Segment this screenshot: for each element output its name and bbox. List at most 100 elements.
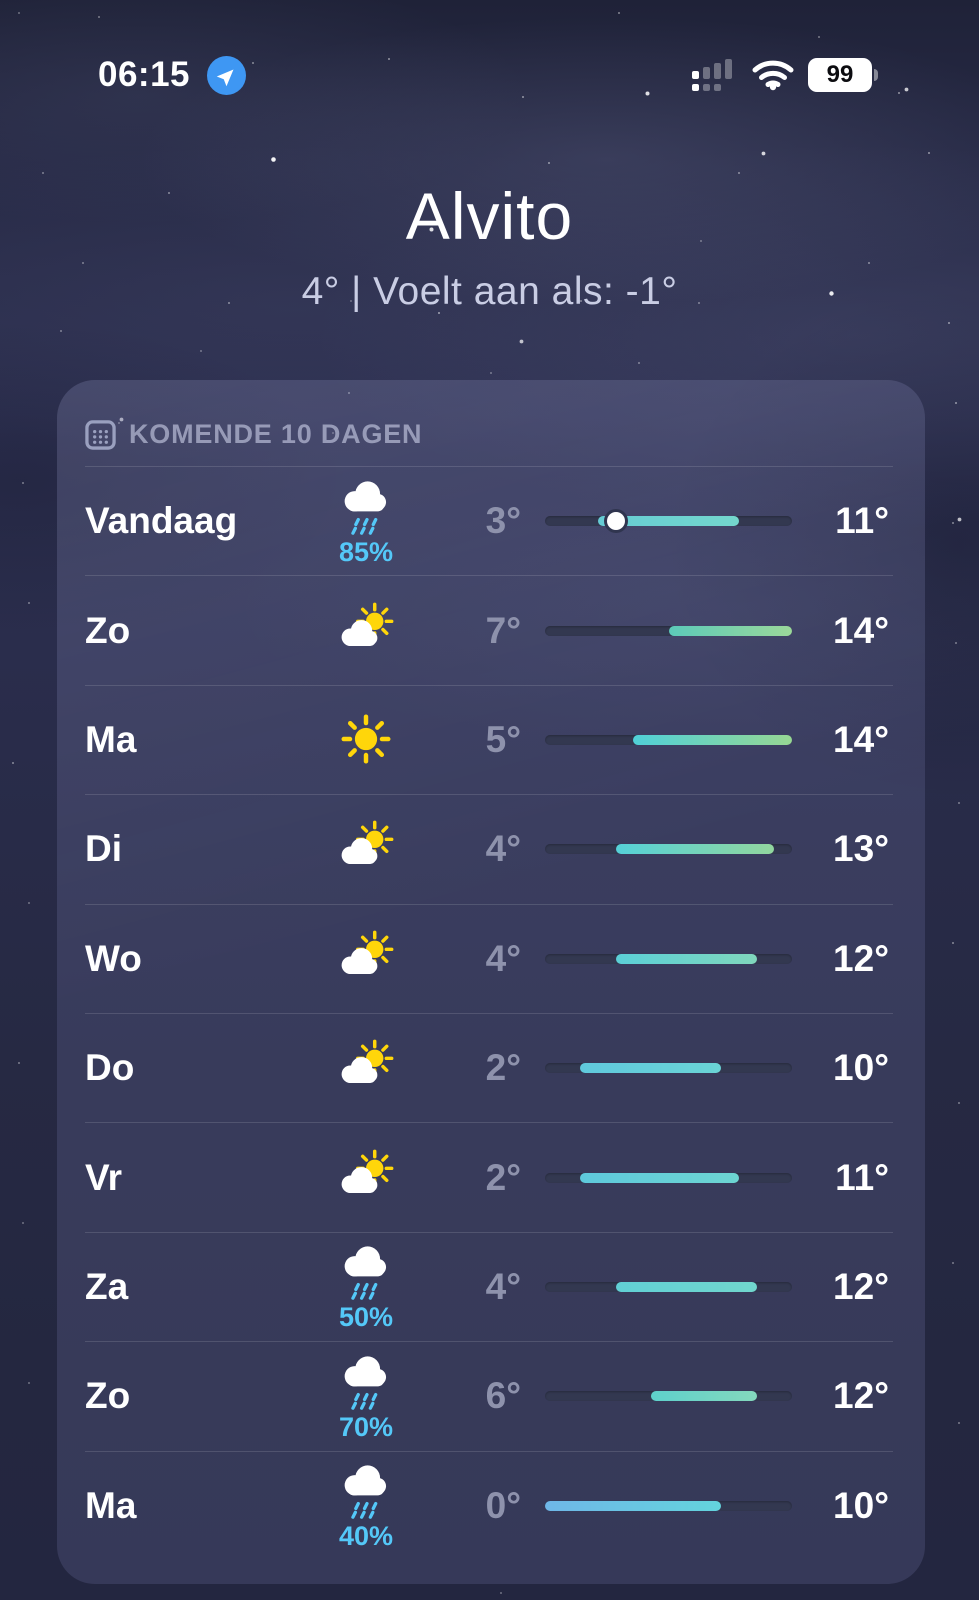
high-temp: 11° xyxy=(835,500,889,542)
temp-range-bar xyxy=(545,953,792,964)
temp-range-bar xyxy=(545,512,792,531)
forecast-row[interactable]: Di 4° 13° xyxy=(85,794,893,903)
sun-behind-cloud-icon xyxy=(341,930,394,974)
day-label: Ma xyxy=(85,1484,137,1526)
high-temp: 11° xyxy=(835,1156,889,1198)
precip-chance: 40% xyxy=(338,1521,394,1552)
high-temp: 12° xyxy=(833,1265,889,1307)
current-conditions-summary: 4° | Voelt aan als: -1° xyxy=(301,270,678,313)
temp-range-bar xyxy=(545,1391,792,1402)
forecast-rows: Vandaag 85% 3° 11° Zo 7° 14° Ma 5° 14° Di 4° 13°… xyxy=(57,466,925,1560)
temp-range-fill xyxy=(597,516,740,527)
sun-behind-cloud-icon xyxy=(341,1039,394,1084)
low-temp: 2° xyxy=(485,1047,521,1089)
cellular-signal-icon xyxy=(692,58,738,92)
high-temp: 13° xyxy=(833,828,889,870)
high-temp: 10° xyxy=(833,1484,889,1526)
temp-range-fill xyxy=(615,844,775,855)
condition-cell xyxy=(301,1037,431,1099)
day-label: Za xyxy=(85,1265,129,1307)
day-label: Di xyxy=(85,828,122,870)
forecast-row[interactable]: Vandaag 85% 3° 11° xyxy=(85,466,893,575)
sun-behind-cloud-icon xyxy=(341,820,394,865)
condition-cell xyxy=(301,818,431,880)
condition-cell: 40% xyxy=(301,1461,431,1550)
high-temp: 14° xyxy=(833,609,889,651)
low-temp: 3° xyxy=(485,500,521,542)
rain-cloud-icon xyxy=(344,1246,387,1301)
forecast-row[interactable]: Ma 5° 14° xyxy=(85,684,893,794)
rain-cloud-icon xyxy=(344,1465,387,1520)
temp-range-bar xyxy=(545,625,792,636)
condition-cell xyxy=(301,600,431,662)
temp-range-bar xyxy=(545,734,792,745)
temp-range-fill xyxy=(615,953,757,964)
current-temp-dot xyxy=(606,512,625,531)
high-temp: 10° xyxy=(833,1047,889,1089)
high-temp: 14° xyxy=(833,718,889,760)
temp-range-bar xyxy=(545,1172,792,1183)
low-temp: 6° xyxy=(485,1375,521,1417)
precip-chance: 70% xyxy=(338,1411,394,1442)
low-temp: 7° xyxy=(485,609,521,651)
day-label: Ma xyxy=(85,718,137,760)
forecast-row[interactable]: Zo 70% 6° 12° xyxy=(85,1341,893,1450)
condition-cell xyxy=(301,1147,431,1209)
forecast-row[interactable]: Wo 4° 12° xyxy=(85,903,893,1013)
day-label: Zo xyxy=(85,609,131,651)
ten-day-forecast-card: KOMENDE 10 DAGEN Vandaag 85% 3° 11° Zo 7° 14… xyxy=(57,380,925,1584)
status-bar: 06:15 99 xyxy=(0,0,979,110)
wifi-icon xyxy=(751,59,795,91)
forecast-row[interactable]: Vr 2° 11° xyxy=(85,1122,893,1231)
low-temp: 2° xyxy=(485,1156,521,1198)
temp-range-bar xyxy=(545,1281,792,1292)
temp-range-bar xyxy=(545,844,792,855)
temp-range-bar xyxy=(545,1500,792,1511)
rain-cloud-icon xyxy=(344,481,387,535)
forecast-row[interactable]: Do 2° 10° xyxy=(85,1012,893,1122)
day-label: Vandaag xyxy=(85,500,238,542)
condition-cell: 50% xyxy=(301,1242,431,1331)
forecast-card-title: KOMENDE 10 DAGEN xyxy=(129,418,423,449)
low-temp: 5° xyxy=(485,718,521,760)
condition-cell: 85% xyxy=(301,477,431,566)
temp-range-fill xyxy=(633,734,792,745)
high-temp: 12° xyxy=(833,1375,889,1417)
temp-range-fill xyxy=(545,1500,722,1511)
high-temp: 12° xyxy=(833,937,889,979)
temp-range-fill xyxy=(615,1281,757,1292)
calendar-icon xyxy=(85,419,116,450)
battery-percent: 99 xyxy=(826,61,854,88)
status-time: 06:15 xyxy=(98,55,191,94)
temp-range-fill xyxy=(580,1172,740,1183)
low-temp: 4° xyxy=(485,828,521,870)
location-arrow-icon xyxy=(207,56,246,95)
city-name: Alvito xyxy=(405,179,574,253)
forecast-row[interactable]: Za 50% 4° 12° xyxy=(85,1231,893,1341)
condition-cell xyxy=(301,709,431,771)
day-label: Do xyxy=(85,1047,135,1089)
forecast-card-header: KOMENDE 10 DAGEN xyxy=(57,380,925,466)
temp-range-fill xyxy=(580,1063,722,1074)
precip-chance: 85% xyxy=(338,536,394,567)
forecast-row[interactable]: Zo 7° 14° xyxy=(85,575,893,684)
temp-range-fill xyxy=(668,625,792,636)
rain-cloud-icon xyxy=(344,1356,387,1410)
condition-cell xyxy=(301,928,431,990)
battery-icon: 99 xyxy=(808,58,878,92)
sun-behind-cloud-icon xyxy=(341,1149,394,1193)
low-temp: 0° xyxy=(485,1484,521,1526)
temp-range-bar xyxy=(545,1063,792,1074)
low-temp: 4° xyxy=(485,937,521,979)
condition-cell: 70% xyxy=(301,1352,431,1441)
forecast-row[interactable]: Ma 40% 0° 10° xyxy=(85,1450,893,1560)
sun-behind-cloud-icon xyxy=(341,602,394,646)
temp-range-fill xyxy=(650,1391,757,1402)
low-temp: 4° xyxy=(485,1265,521,1307)
day-label: Wo xyxy=(85,937,142,979)
precip-chance: 50% xyxy=(338,1302,394,1333)
day-label: Vr xyxy=(85,1156,123,1198)
sun-icon xyxy=(341,714,391,764)
day-label: Zo xyxy=(85,1375,131,1417)
